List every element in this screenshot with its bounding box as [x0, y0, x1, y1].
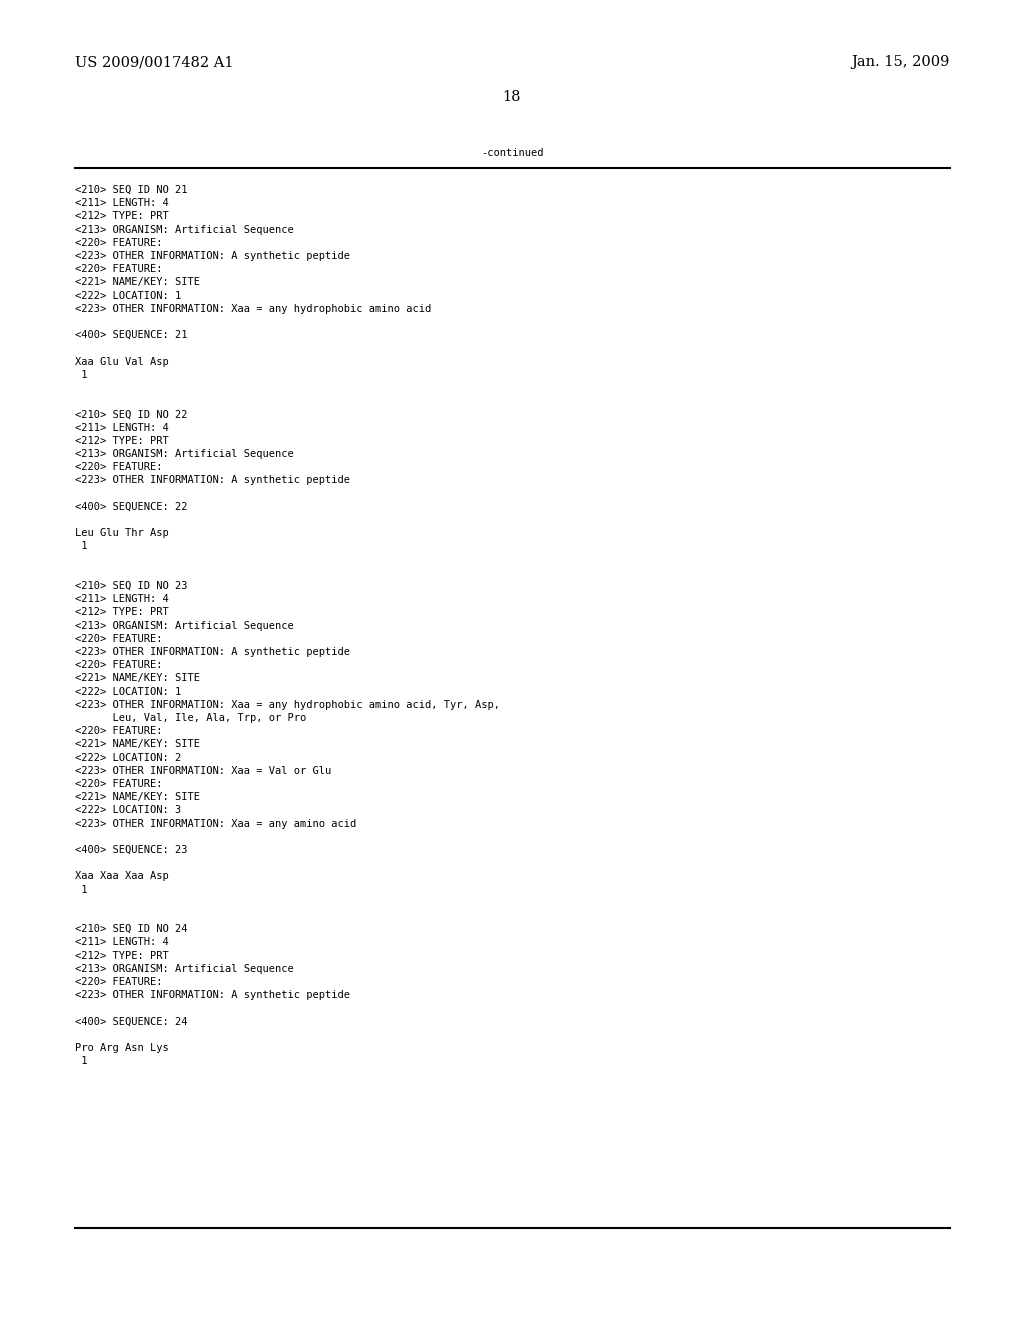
Text: Xaa Glu Val Asp: Xaa Glu Val Asp: [75, 356, 169, 367]
Text: <222> LOCATION: 1: <222> LOCATION: 1: [75, 686, 181, 697]
Text: <220> FEATURE:: <220> FEATURE:: [75, 660, 163, 671]
Text: Jan. 15, 2009: Jan. 15, 2009: [852, 55, 950, 69]
Text: 1: 1: [75, 884, 87, 895]
Text: <213> ORGANISM: Artificial Sequence: <213> ORGANISM: Artificial Sequence: [75, 620, 294, 631]
Text: <213> ORGANISM: Artificial Sequence: <213> ORGANISM: Artificial Sequence: [75, 449, 294, 459]
Text: <221> NAME/KEY: SITE: <221> NAME/KEY: SITE: [75, 739, 200, 750]
Text: <211> LENGTH: 4: <211> LENGTH: 4: [75, 937, 169, 948]
Text: <223> OTHER INFORMATION: Xaa = any hydrophobic amino acid: <223> OTHER INFORMATION: Xaa = any hydro…: [75, 304, 431, 314]
Text: <400> SEQUENCE: 21: <400> SEQUENCE: 21: [75, 330, 187, 341]
Text: Leu Glu Thr Asp: Leu Glu Thr Asp: [75, 528, 169, 539]
Text: <213> ORGANISM: Artificial Sequence: <213> ORGANISM: Artificial Sequence: [75, 964, 294, 974]
Text: <222> LOCATION: 3: <222> LOCATION: 3: [75, 805, 181, 816]
Text: <211> LENGTH: 4: <211> LENGTH: 4: [75, 198, 169, 209]
Text: <210> SEQ ID NO 21: <210> SEQ ID NO 21: [75, 185, 187, 195]
Text: US 2009/0017482 A1: US 2009/0017482 A1: [75, 55, 233, 69]
Text: <212> TYPE: PRT: <212> TYPE: PRT: [75, 950, 169, 961]
Text: <220> FEATURE:: <220> FEATURE:: [75, 238, 163, 248]
Text: <223> OTHER INFORMATION: A synthetic peptide: <223> OTHER INFORMATION: A synthetic pep…: [75, 251, 350, 261]
Text: <220> FEATURE:: <220> FEATURE:: [75, 726, 163, 737]
Text: <400> SEQUENCE: 24: <400> SEQUENCE: 24: [75, 1016, 187, 1027]
Text: 18: 18: [503, 90, 521, 104]
Text: <212> TYPE: PRT: <212> TYPE: PRT: [75, 211, 169, 222]
Text: <220> FEATURE:: <220> FEATURE:: [75, 779, 163, 789]
Text: <213> ORGANISM: Artificial Sequence: <213> ORGANISM: Artificial Sequence: [75, 224, 294, 235]
Text: <221> NAME/KEY: SITE: <221> NAME/KEY: SITE: [75, 277, 200, 288]
Text: <221> NAME/KEY: SITE: <221> NAME/KEY: SITE: [75, 673, 200, 684]
Text: Xaa Xaa Xaa Asp: Xaa Xaa Xaa Asp: [75, 871, 169, 882]
Text: <211> LENGTH: 4: <211> LENGTH: 4: [75, 594, 169, 605]
Text: <220> FEATURE:: <220> FEATURE:: [75, 264, 163, 275]
Text: <210> SEQ ID NO 23: <210> SEQ ID NO 23: [75, 581, 187, 591]
Text: 1: 1: [75, 1056, 87, 1067]
Text: <212> TYPE: PRT: <212> TYPE: PRT: [75, 607, 169, 618]
Text: <220> FEATURE:: <220> FEATURE:: [75, 462, 163, 473]
Text: <220> FEATURE:: <220> FEATURE:: [75, 977, 163, 987]
Text: 1: 1: [75, 541, 87, 552]
Text: <222> LOCATION: 2: <222> LOCATION: 2: [75, 752, 181, 763]
Text: <212> TYPE: PRT: <212> TYPE: PRT: [75, 436, 169, 446]
Text: <223> OTHER INFORMATION: Xaa = any amino acid: <223> OTHER INFORMATION: Xaa = any amino…: [75, 818, 356, 829]
Text: Pro Arg Asn Lys: Pro Arg Asn Lys: [75, 1043, 169, 1053]
Text: <221> NAME/KEY: SITE: <221> NAME/KEY: SITE: [75, 792, 200, 803]
Text: <400> SEQUENCE: 23: <400> SEQUENCE: 23: [75, 845, 187, 855]
Text: -continued: -continued: [480, 148, 544, 158]
Text: <222> LOCATION: 1: <222> LOCATION: 1: [75, 290, 181, 301]
Text: <223> OTHER INFORMATION: A synthetic peptide: <223> OTHER INFORMATION: A synthetic pep…: [75, 475, 350, 486]
Text: <223> OTHER INFORMATION: Xaa = any hydrophobic amino acid, Tyr, Asp,: <223> OTHER INFORMATION: Xaa = any hydro…: [75, 700, 500, 710]
Text: <223> OTHER INFORMATION: A synthetic peptide: <223> OTHER INFORMATION: A synthetic pep…: [75, 647, 350, 657]
Text: <223> OTHER INFORMATION: Xaa = Val or Glu: <223> OTHER INFORMATION: Xaa = Val or Gl…: [75, 766, 331, 776]
Text: <210> SEQ ID NO 22: <210> SEQ ID NO 22: [75, 409, 187, 420]
Text: <220> FEATURE:: <220> FEATURE:: [75, 634, 163, 644]
Text: Leu, Val, Ile, Ala, Trp, or Pro: Leu, Val, Ile, Ala, Trp, or Pro: [75, 713, 306, 723]
Text: <210> SEQ ID NO 24: <210> SEQ ID NO 24: [75, 924, 187, 935]
Text: 1: 1: [75, 370, 87, 380]
Text: <400> SEQUENCE: 22: <400> SEQUENCE: 22: [75, 502, 187, 512]
Text: <223> OTHER INFORMATION: A synthetic peptide: <223> OTHER INFORMATION: A synthetic pep…: [75, 990, 350, 1001]
Text: <211> LENGTH: 4: <211> LENGTH: 4: [75, 422, 169, 433]
